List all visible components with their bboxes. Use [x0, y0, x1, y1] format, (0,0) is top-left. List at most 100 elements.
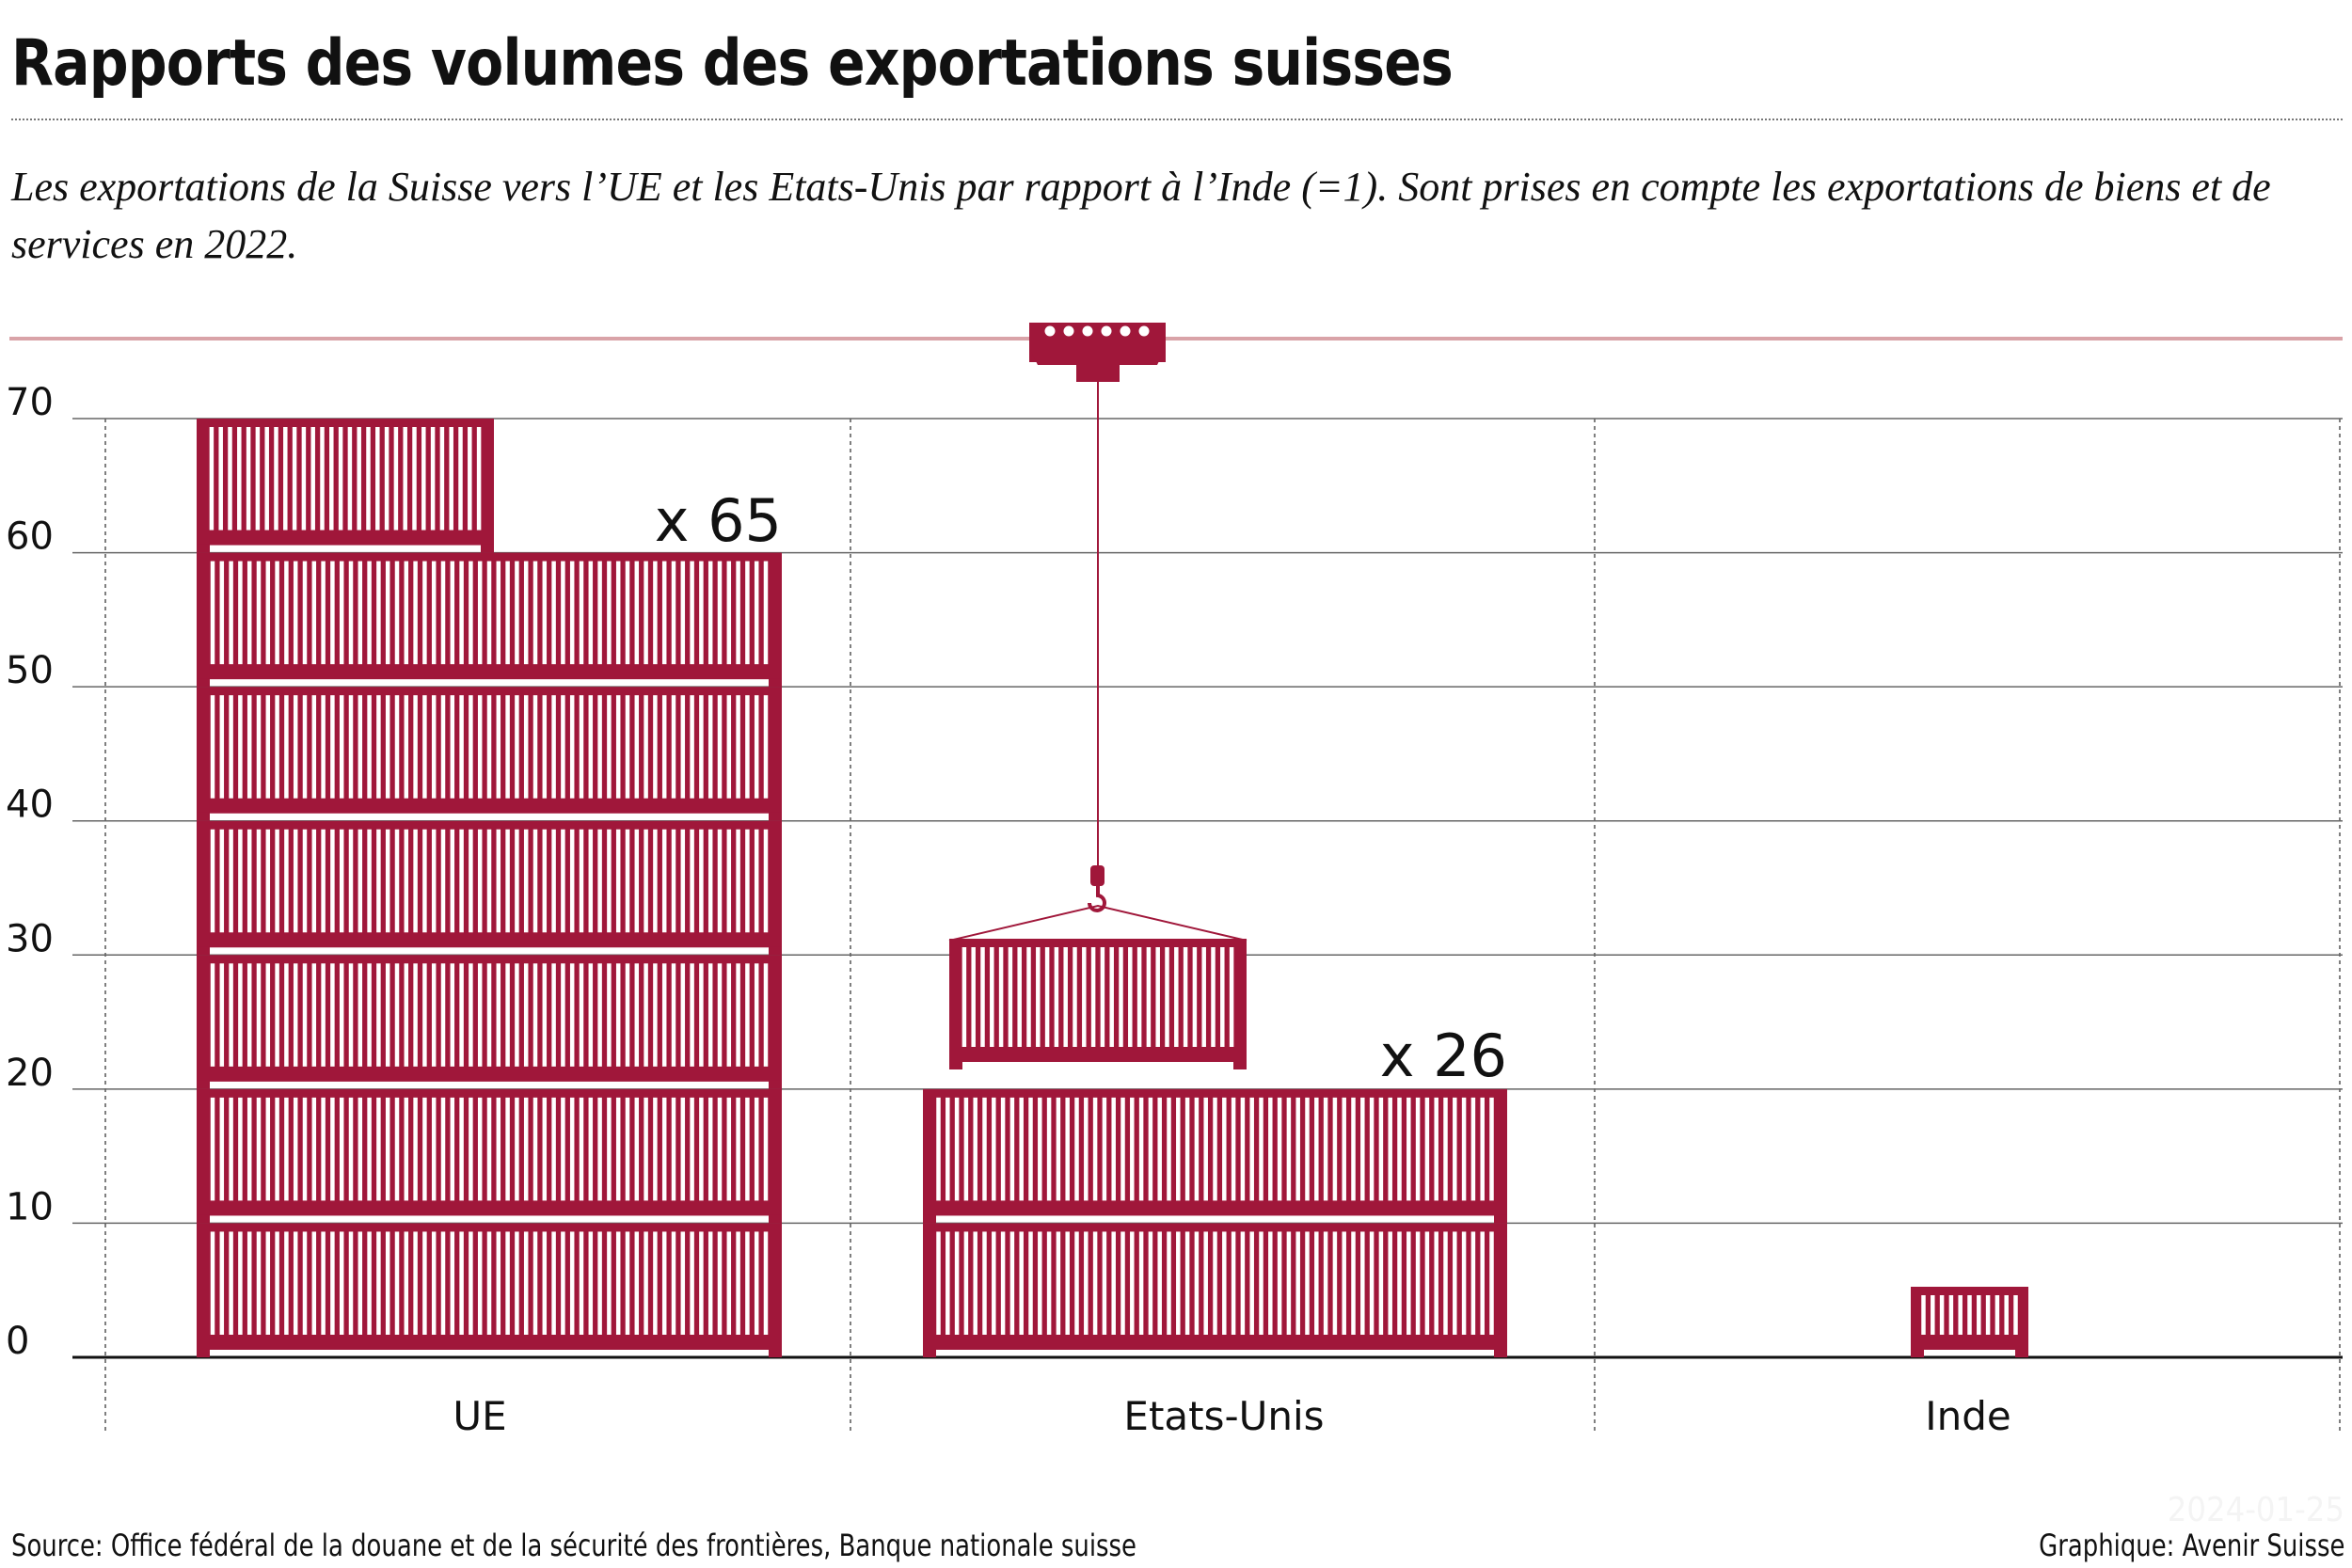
container-slot — [561, 1097, 565, 1201]
container-slot — [653, 695, 658, 799]
container-slot — [671, 963, 676, 1067]
container-slot — [680, 561, 686, 665]
container-slot — [1958, 1295, 1963, 1335]
container-slot — [980, 947, 985, 1047]
container-slot — [532, 561, 538, 665]
container-slot — [515, 963, 519, 1067]
container-slot — [339, 829, 344, 933]
container-slot — [523, 829, 529, 933]
container-slot — [542, 561, 548, 665]
container-slot — [496, 1097, 501, 1201]
container-slot — [1044, 947, 1050, 1047]
container-slot — [496, 1231, 501, 1335]
container-slot — [1026, 947, 1031, 1047]
container-slot — [625, 963, 630, 1067]
container-slot — [615, 695, 621, 799]
container-slot — [469, 1231, 473, 1335]
container-slot — [339, 963, 344, 1067]
container-slot — [680, 963, 686, 1067]
container-slot — [588, 1231, 594, 1335]
container-slot — [1268, 1097, 1273, 1201]
container-slot — [588, 695, 594, 799]
container-slot — [339, 561, 344, 665]
container-slot — [265, 1231, 271, 1335]
container-slot — [515, 1231, 519, 1335]
container-slot — [1286, 1231, 1292, 1335]
container-slot — [301, 427, 307, 531]
container-slot — [422, 1097, 427, 1201]
container-slot — [561, 561, 565, 665]
container-slot — [1183, 947, 1188, 1047]
container-slot — [1453, 1231, 1457, 1335]
container-slot — [644, 963, 648, 1067]
container-slot — [745, 963, 750, 1067]
container-slot — [551, 1231, 556, 1335]
container-slot — [459, 561, 464, 665]
container-slot — [625, 1231, 630, 1335]
container-slot — [661, 1231, 667, 1335]
container-slot — [422, 561, 427, 665]
container-slot — [404, 695, 409, 799]
container-slot — [450, 963, 455, 1067]
container-slot — [671, 561, 676, 665]
container-slot — [293, 963, 298, 1067]
value-label: x 26 — [1380, 1022, 1507, 1090]
container-slot — [754, 695, 759, 799]
container-slot — [1120, 1097, 1125, 1201]
container-slot — [634, 963, 640, 1067]
container-slot — [440, 1097, 446, 1201]
container-slot — [1017, 947, 1022, 1047]
container-slot — [588, 829, 594, 933]
container-slot — [1102, 1231, 1107, 1335]
container-slot — [376, 829, 381, 933]
container-slot — [1948, 1295, 1954, 1335]
container-slot — [1111, 1231, 1116, 1335]
container-slot — [615, 829, 621, 933]
container-slot — [440, 561, 446, 665]
container-slot — [597, 1231, 602, 1335]
container-slot — [745, 561, 750, 665]
container-slot — [579, 1231, 584, 1335]
container-slot — [690, 561, 694, 665]
container-slot — [238, 1231, 243, 1335]
container-foot — [2015, 1349, 2028, 1357]
container-slot — [992, 1231, 996, 1335]
container-slot — [505, 561, 510, 665]
container-slot — [699, 1231, 704, 1335]
container-slot — [625, 1097, 630, 1201]
container-slot — [219, 1097, 225, 1201]
container-slot — [496, 695, 501, 799]
container-slot — [431, 1231, 437, 1335]
container-slot — [1138, 1231, 1144, 1335]
container-slot — [1470, 1231, 1476, 1335]
container-slot — [283, 427, 288, 531]
crane-trolley-base — [1029, 348, 1166, 365]
container-slot — [1295, 1097, 1300, 1201]
container-slot — [1038, 1097, 1042, 1201]
container-slot — [422, 963, 427, 1067]
container-slot — [367, 561, 372, 665]
container-inde — [1911, 1287, 2028, 1357]
container-foot — [769, 1349, 782, 1357]
container-slot — [699, 829, 704, 933]
container-slot — [358, 1231, 363, 1335]
container-slot — [1109, 947, 1114, 1047]
container-slot — [653, 829, 658, 933]
container-slot — [1167, 1097, 1171, 1201]
container-slot — [542, 829, 548, 933]
container-slot — [745, 1231, 750, 1335]
container-slot — [644, 695, 648, 799]
container-slot — [394, 829, 400, 933]
container-slot — [551, 561, 556, 665]
value-label: x 65 — [655, 486, 782, 555]
chart-title: Rapports des volumes des exportations su… — [11, 26, 1454, 101]
container-slot — [579, 1097, 584, 1201]
container-slot — [1138, 1097, 1144, 1201]
container-slot — [736, 695, 740, 799]
container-foot — [197, 946, 210, 956]
container-slot — [1165, 947, 1169, 1047]
container-slot — [338, 427, 343, 531]
container-slot — [496, 829, 501, 933]
container-ue — [197, 687, 782, 821]
container-slot — [1967, 1295, 1972, 1335]
